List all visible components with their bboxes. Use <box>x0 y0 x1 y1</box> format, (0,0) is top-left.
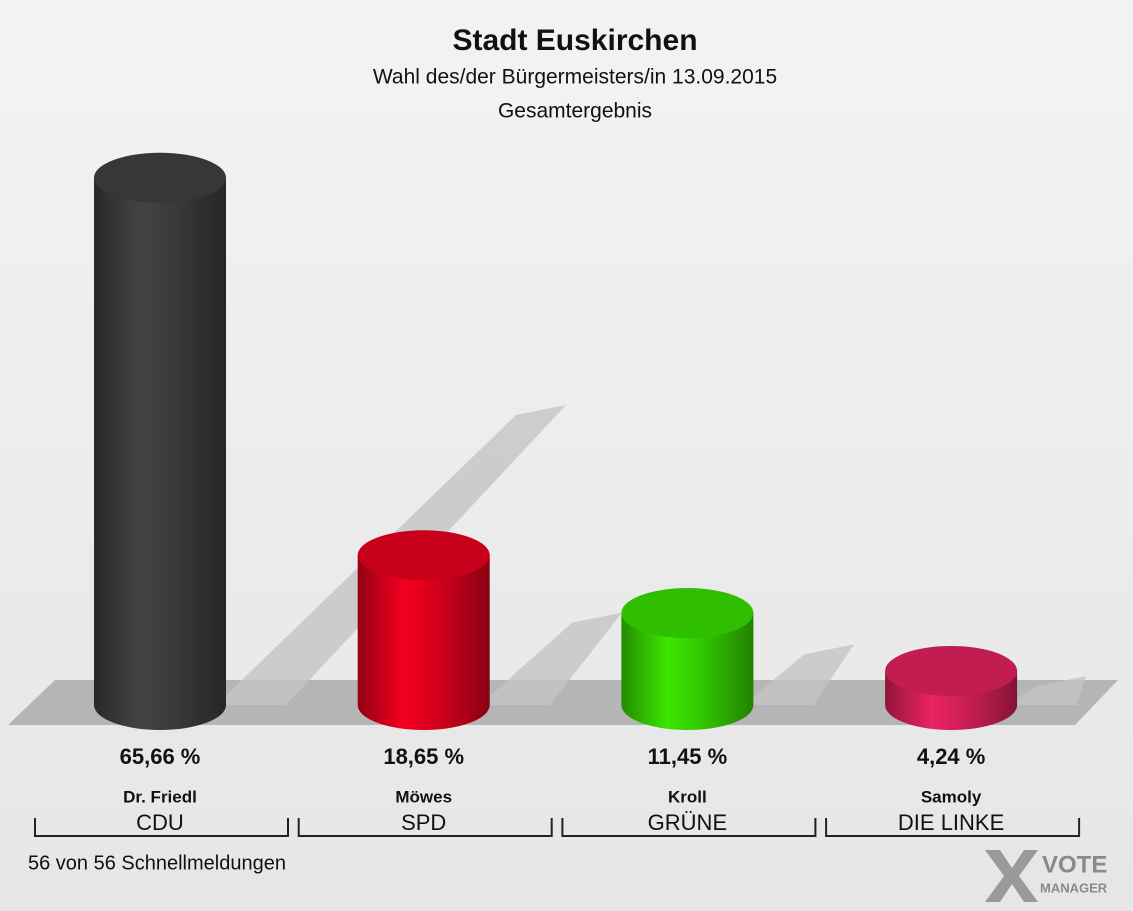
chart-subtitle: Gesamtergebnis <box>498 100 652 123</box>
logo-text: VOTE <box>1042 851 1107 878</box>
logo-mark <box>985 850 1038 902</box>
bracket <box>297 818 553 837</box>
party-label: DIE LINKE <box>898 810 1004 835</box>
x-tick-label: Möwes <box>395 787 452 806</box>
bar-body <box>621 613 754 730</box>
value-label: 65,66 % <box>120 744 201 769</box>
bar-shadow <box>479 612 623 705</box>
bracket <box>825 818 1081 837</box>
bar <box>621 588 754 730</box>
bar-top <box>357 530 490 581</box>
marks <box>94 152 1086 731</box>
bar-top <box>885 645 1018 696</box>
bar <box>357 530 490 730</box>
bar-shadow <box>743 644 854 705</box>
logo-text: MANAGER <box>1040 880 1108 895</box>
bar <box>94 152 226 731</box>
party-label: SPD <box>401 810 446 835</box>
bar-body <box>357 555 490 730</box>
bar-top <box>94 152 226 203</box>
chart-title: Stadt Euskirchen <box>452 24 697 57</box>
chart-subtitle: Wahl des/der Bürgermeisters/in 13.09.201… <box>373 66 777 89</box>
x-tick-label: Dr. Friedl <box>123 787 197 806</box>
footer: 56 von 56 Schnellmeldungen <box>28 852 286 874</box>
bracket <box>561 818 817 837</box>
bar <box>885 645 1018 730</box>
bar-body <box>94 177 226 731</box>
bar-shadow <box>1007 676 1086 705</box>
value-label: 11,45 % <box>648 744 728 769</box>
party-label: GRÜNE <box>648 810 727 835</box>
value-label: 4,24 % <box>917 744 986 769</box>
bracket <box>34 818 289 837</box>
bar-top <box>621 588 754 639</box>
value-label: 18,65 % <box>383 744 464 769</box>
logo: VOTE MANAGER <box>985 850 1108 902</box>
party-label: CDU <box>136 810 184 835</box>
x-tick-label: Samoly <box>921 787 982 806</box>
x-tick-label: Kroll <box>668 787 707 806</box>
